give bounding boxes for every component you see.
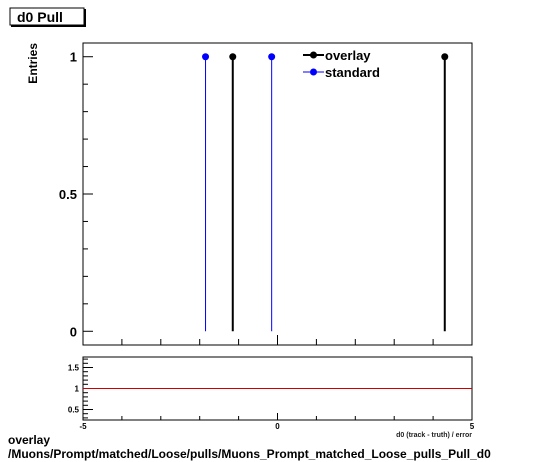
x-tick-label: -5 xyxy=(79,422,87,431)
y-tick-label: 0.5 xyxy=(59,187,77,202)
main-marks xyxy=(202,53,449,332)
x-tick-label: 5 xyxy=(470,422,475,431)
x-axis-label: d0 (track - truth) / error xyxy=(396,432,472,439)
data-point xyxy=(268,53,276,61)
title-box: d0 Pull xyxy=(9,7,86,27)
y-axis-label: Entries xyxy=(26,43,40,84)
main-plot-frame xyxy=(82,42,473,346)
chart-title: d0 Pull xyxy=(17,9,63,25)
ratio-y-tick-label: 1 xyxy=(75,385,80,394)
data-point xyxy=(229,53,237,61)
x-tick-label: 0 xyxy=(275,422,280,431)
y-tick-label: 1 xyxy=(70,50,77,65)
legend-marker xyxy=(310,51,317,59)
main-axes: 00.51 xyxy=(59,50,473,345)
legend-marker xyxy=(310,68,317,76)
legend-label: overlay xyxy=(325,48,371,63)
ratio-y-tick-label: 1.5 xyxy=(68,364,80,373)
ratio-axes: 0.5 1 1.5 -5 0 5 xyxy=(68,358,475,431)
data-point xyxy=(202,53,210,61)
data-point xyxy=(441,53,449,61)
y-tick-label: 0 xyxy=(70,324,77,339)
footer-line-1: overlay xyxy=(8,433,51,447)
footer: overlay /Muons/Prompt/matched/Loose/pull… xyxy=(8,433,491,461)
legend: overlay standard xyxy=(303,48,380,80)
ratio-y-tick-label: 0.5 xyxy=(68,406,80,415)
footer-line-2: /Muons/Prompt/matched/Loose/pulls/Muons_… xyxy=(8,447,491,461)
legend-label: standard xyxy=(325,65,380,80)
